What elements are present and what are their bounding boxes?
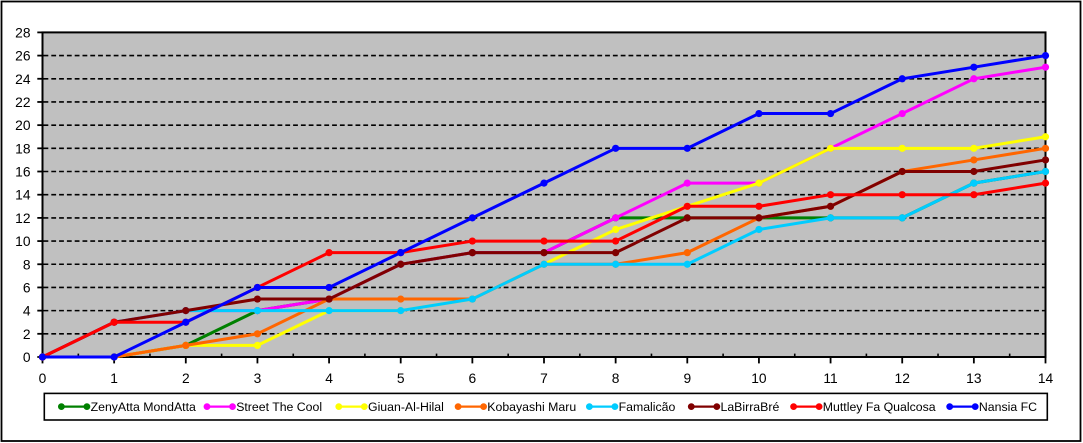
svg-text:Giuan-Al-Hilal: Giuan-Al-Hilal xyxy=(368,400,444,414)
svg-text:6: 6 xyxy=(469,371,477,386)
svg-text:7: 7 xyxy=(540,371,548,386)
svg-text:Street The Cool: Street The Cool xyxy=(236,400,322,414)
svg-text:Nansia FC: Nansia FC xyxy=(979,400,1037,414)
svg-text:Kobayashi Maru: Kobayashi Maru xyxy=(487,400,576,414)
svg-text:Famalicão: Famalicão xyxy=(619,400,676,414)
svg-text:3: 3 xyxy=(254,371,262,386)
svg-text:LaBirraBré: LaBirraBré xyxy=(721,400,780,414)
svg-text:13: 13 xyxy=(966,371,982,386)
svg-text:8: 8 xyxy=(612,371,620,386)
svg-text:12: 12 xyxy=(895,371,910,386)
svg-text:9: 9 xyxy=(683,371,691,386)
svg-text:4: 4 xyxy=(23,304,31,319)
svg-text:18: 18 xyxy=(15,141,31,156)
svg-text:11: 11 xyxy=(823,371,837,386)
svg-text:22: 22 xyxy=(15,95,30,110)
svg-text:6: 6 xyxy=(23,280,31,295)
svg-text:14: 14 xyxy=(15,188,31,203)
svg-text:1: 1 xyxy=(110,371,118,386)
svg-text:0: 0 xyxy=(39,371,47,386)
svg-text:24: 24 xyxy=(15,72,31,87)
svg-text:20: 20 xyxy=(15,118,31,133)
svg-text:4: 4 xyxy=(325,371,333,386)
svg-text:10: 10 xyxy=(751,371,767,386)
svg-text:12: 12 xyxy=(15,211,30,226)
svg-text:Muttley Fa Qualcosa: Muttley Fa Qualcosa xyxy=(823,400,936,414)
svg-text:5: 5 xyxy=(397,371,405,386)
svg-text:14: 14 xyxy=(1038,371,1054,386)
svg-text:26: 26 xyxy=(15,49,31,64)
svg-text:16: 16 xyxy=(15,165,31,180)
svg-text:10: 10 xyxy=(15,234,31,249)
svg-text:ZenyAtta MondAtta: ZenyAtta MondAtta xyxy=(91,400,196,414)
svg-text:0: 0 xyxy=(23,350,31,365)
svg-text:2: 2 xyxy=(23,327,31,342)
svg-text:8: 8 xyxy=(23,257,31,272)
svg-text:28: 28 xyxy=(15,25,31,40)
svg-text:2: 2 xyxy=(182,371,190,386)
